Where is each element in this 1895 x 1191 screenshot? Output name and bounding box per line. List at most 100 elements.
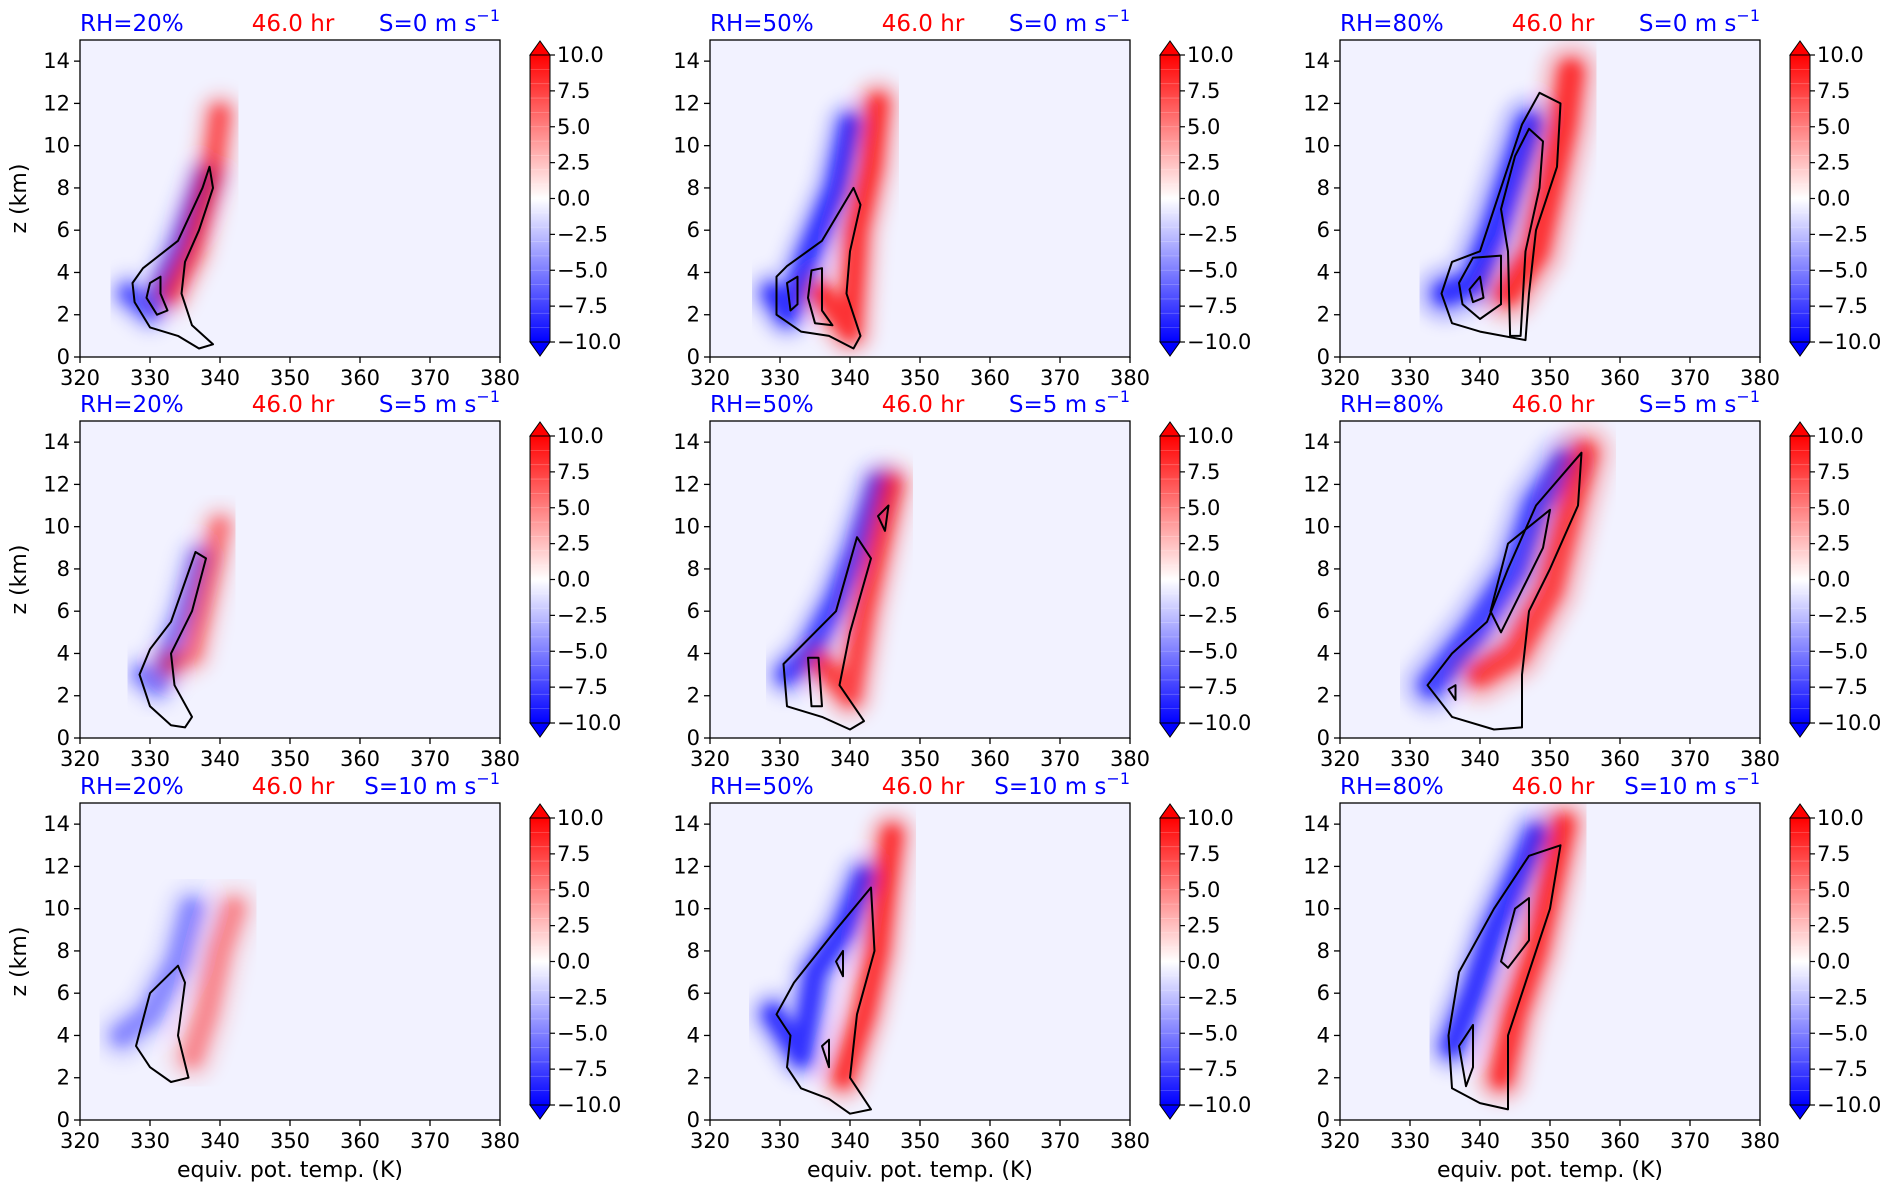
- contour-line-2: [835, 949, 844, 978]
- colorbar-tick-label: −10.0: [1187, 1093, 1251, 1117]
- x-tick-label: 350: [270, 747, 310, 771]
- colorbar-tick-label: −2.5: [557, 222, 608, 246]
- negative-region-core: [1439, 822, 1549, 1059]
- x-tick-label: 320: [1320, 366, 1360, 390]
- y-tick-label: 6: [57, 981, 70, 1005]
- panel-9: 320 330 340 350 360 370 380 0 2 4 6 8 10 12 14 equiv. p…: [1303, 769, 1881, 1183]
- negative-region-core: [109, 896, 205, 1048]
- shaded-field: [1400, 422, 1616, 731]
- x-tick-label: 330: [760, 366, 800, 390]
- rh-title: RH=80%: [1340, 11, 1444, 37]
- colorbar-tick-label: 7.5: [1187, 79, 1220, 103]
- shaded-field: [747, 77, 904, 357]
- colorbar-tick-label: 10.0: [557, 43, 604, 67]
- colorbar-tick-label: −2.5: [1187, 985, 1238, 1009]
- colorbar-extend-min: [529, 1104, 551, 1120]
- colorbar-tick-label: −10.0: [1817, 330, 1881, 354]
- x-tick-label: 340: [200, 1129, 240, 1153]
- y-tick-label: 2: [1317, 303, 1330, 327]
- panel-3: 320 330 340 350 360 370 380 0 2 4 6 8 10 12 14 RH=80% 46…: [1303, 6, 1881, 390]
- colorbar-tick-label: −2.5: [1817, 603, 1868, 627]
- x-tick-label: 370: [1670, 366, 1710, 390]
- y-tick-label: 4: [1317, 1023, 1330, 1047]
- y-axis-label: z (km): [7, 927, 32, 997]
- colorbar-tick-label: 5.0: [1187, 496, 1220, 520]
- colorbar-tick-label: −2.5: [557, 985, 608, 1009]
- x-tick-label: 380: [480, 366, 520, 390]
- x-tick-label: 340: [830, 747, 870, 771]
- y-tick-label: 4: [1317, 260, 1330, 284]
- x-tick-label: 370: [410, 1129, 450, 1153]
- shaded-field: [105, 90, 244, 350]
- y-tick-label: 4: [687, 260, 700, 284]
- colorbar-tick-label: 10.0: [1817, 424, 1864, 448]
- y-tick-label: 14: [43, 812, 70, 836]
- colorbar-tick-label: 10.0: [557, 806, 604, 830]
- positive-region-core: [160, 103, 231, 305]
- y-tick-label: 14: [1303, 430, 1330, 454]
- y-tick-label: 4: [687, 641, 700, 665]
- positive-region-core: [810, 91, 890, 344]
- colorbar-tick-label: −7.5: [1817, 675, 1868, 699]
- x-tick-label: 370: [1670, 1129, 1710, 1153]
- x-tick-label: 360: [340, 747, 380, 771]
- colorbar-tick-label: −7.5: [557, 675, 608, 699]
- shaded-field: [119, 502, 244, 729]
- y-tick-label: 0: [1317, 726, 1330, 750]
- shear-title: S=5 m s−1: [1639, 387, 1760, 418]
- x-tick-label: 320: [60, 1129, 100, 1153]
- colorbar-tick-label: 0.0: [1187, 950, 1220, 974]
- x-tick-label: 340: [830, 366, 870, 390]
- colorbar: 10.0 7.5 5.0 2.5 0.0 −2.5 −5.0 −7.5 −10.0: [1789, 803, 1881, 1120]
- rh-title: RH=50%: [710, 392, 814, 418]
- contour-line-1: [775, 186, 862, 350]
- colorbar-tick-label: 7.5: [557, 842, 590, 866]
- colorbar-tick-label: −5.0: [1817, 258, 1868, 282]
- time-title: 46.0 hr: [1512, 774, 1595, 800]
- colorbar-tick-label: 7.5: [1817, 79, 1850, 103]
- x-tick-label: 320: [60, 747, 100, 771]
- y-tick-label: 4: [57, 641, 70, 665]
- y-tick-label: 12: [1303, 472, 1330, 496]
- colorbar-tick-label: 7.5: [557, 460, 590, 484]
- colorbar-gradient: [1160, 55, 1180, 342]
- colorbar: 10.0 7.5 5.0 2.5 0.0 −2.5 −5.0 −7.5 −10.0: [1159, 40, 1251, 357]
- colorbar-tick-label: −2.5: [1817, 985, 1868, 1009]
- colorbar-tick-label: 10.0: [1817, 43, 1864, 67]
- colorbar: 10.0 7.5 5.0 2.5 0.0 −2.5 −5.0 −7.5 −10.0: [529, 803, 621, 1120]
- x-axis-label: equiv. pot. temp. (K): [177, 1158, 403, 1183]
- y-tick-label: 12: [1303, 854, 1330, 878]
- colorbar-extend-min: [1789, 722, 1811, 738]
- contour-line-1: [135, 964, 190, 1083]
- colorbar-gradient: [1790, 436, 1810, 723]
- colorbar-tick-label: 2.5: [1187, 914, 1220, 938]
- y-tick-label: 6: [1317, 981, 1330, 1005]
- y-tick-label: 10: [43, 515, 70, 539]
- y-tick-label: 2: [57, 1066, 70, 1090]
- colorbar-extend-min: [529, 341, 551, 357]
- x-tick-label: 350: [900, 1129, 940, 1153]
- rh-title: RH=80%: [1340, 774, 1444, 800]
- x-tick-label: 330: [1390, 366, 1430, 390]
- panel-7: 320 330 340 350 360 370 380 0 2 4 6 8 10 12 14 z (km) eq…: [7, 769, 621, 1183]
- x-tick-label: 320: [690, 1129, 730, 1153]
- shear-title: S=0 m s−1: [1639, 6, 1760, 37]
- x-axis-label: equiv. pot. temp. (K): [807, 1158, 1033, 1183]
- x-tick-label: 320: [1320, 1129, 1360, 1153]
- x-tick-label: 380: [480, 1129, 520, 1153]
- y-tick-label: 8: [57, 939, 70, 963]
- x-tick-label: 350: [270, 366, 310, 390]
- y-tick-label: 14: [43, 430, 70, 454]
- rh-title: RH=50%: [710, 11, 814, 37]
- x-tick-label: 320: [690, 747, 730, 771]
- shear-title: S=0 m s−1: [379, 6, 500, 37]
- y-tick-label: 12: [43, 854, 70, 878]
- x-tick-label: 370: [1040, 1129, 1080, 1153]
- colorbar-tick-label: −7.5: [1187, 1057, 1238, 1081]
- x-tick-label: 380: [480, 747, 520, 771]
- panel-1: 320 330 340 350 360 370 380 0 2 4 6 8 10 12 14 z (km) RH…: [7, 6, 621, 390]
- colorbar-tick-label: −10.0: [1817, 1093, 1881, 1117]
- x-tick-label: 340: [200, 366, 240, 390]
- x-tick-label: 380: [1110, 366, 1150, 390]
- colorbar-extend-max: [1159, 803, 1181, 819]
